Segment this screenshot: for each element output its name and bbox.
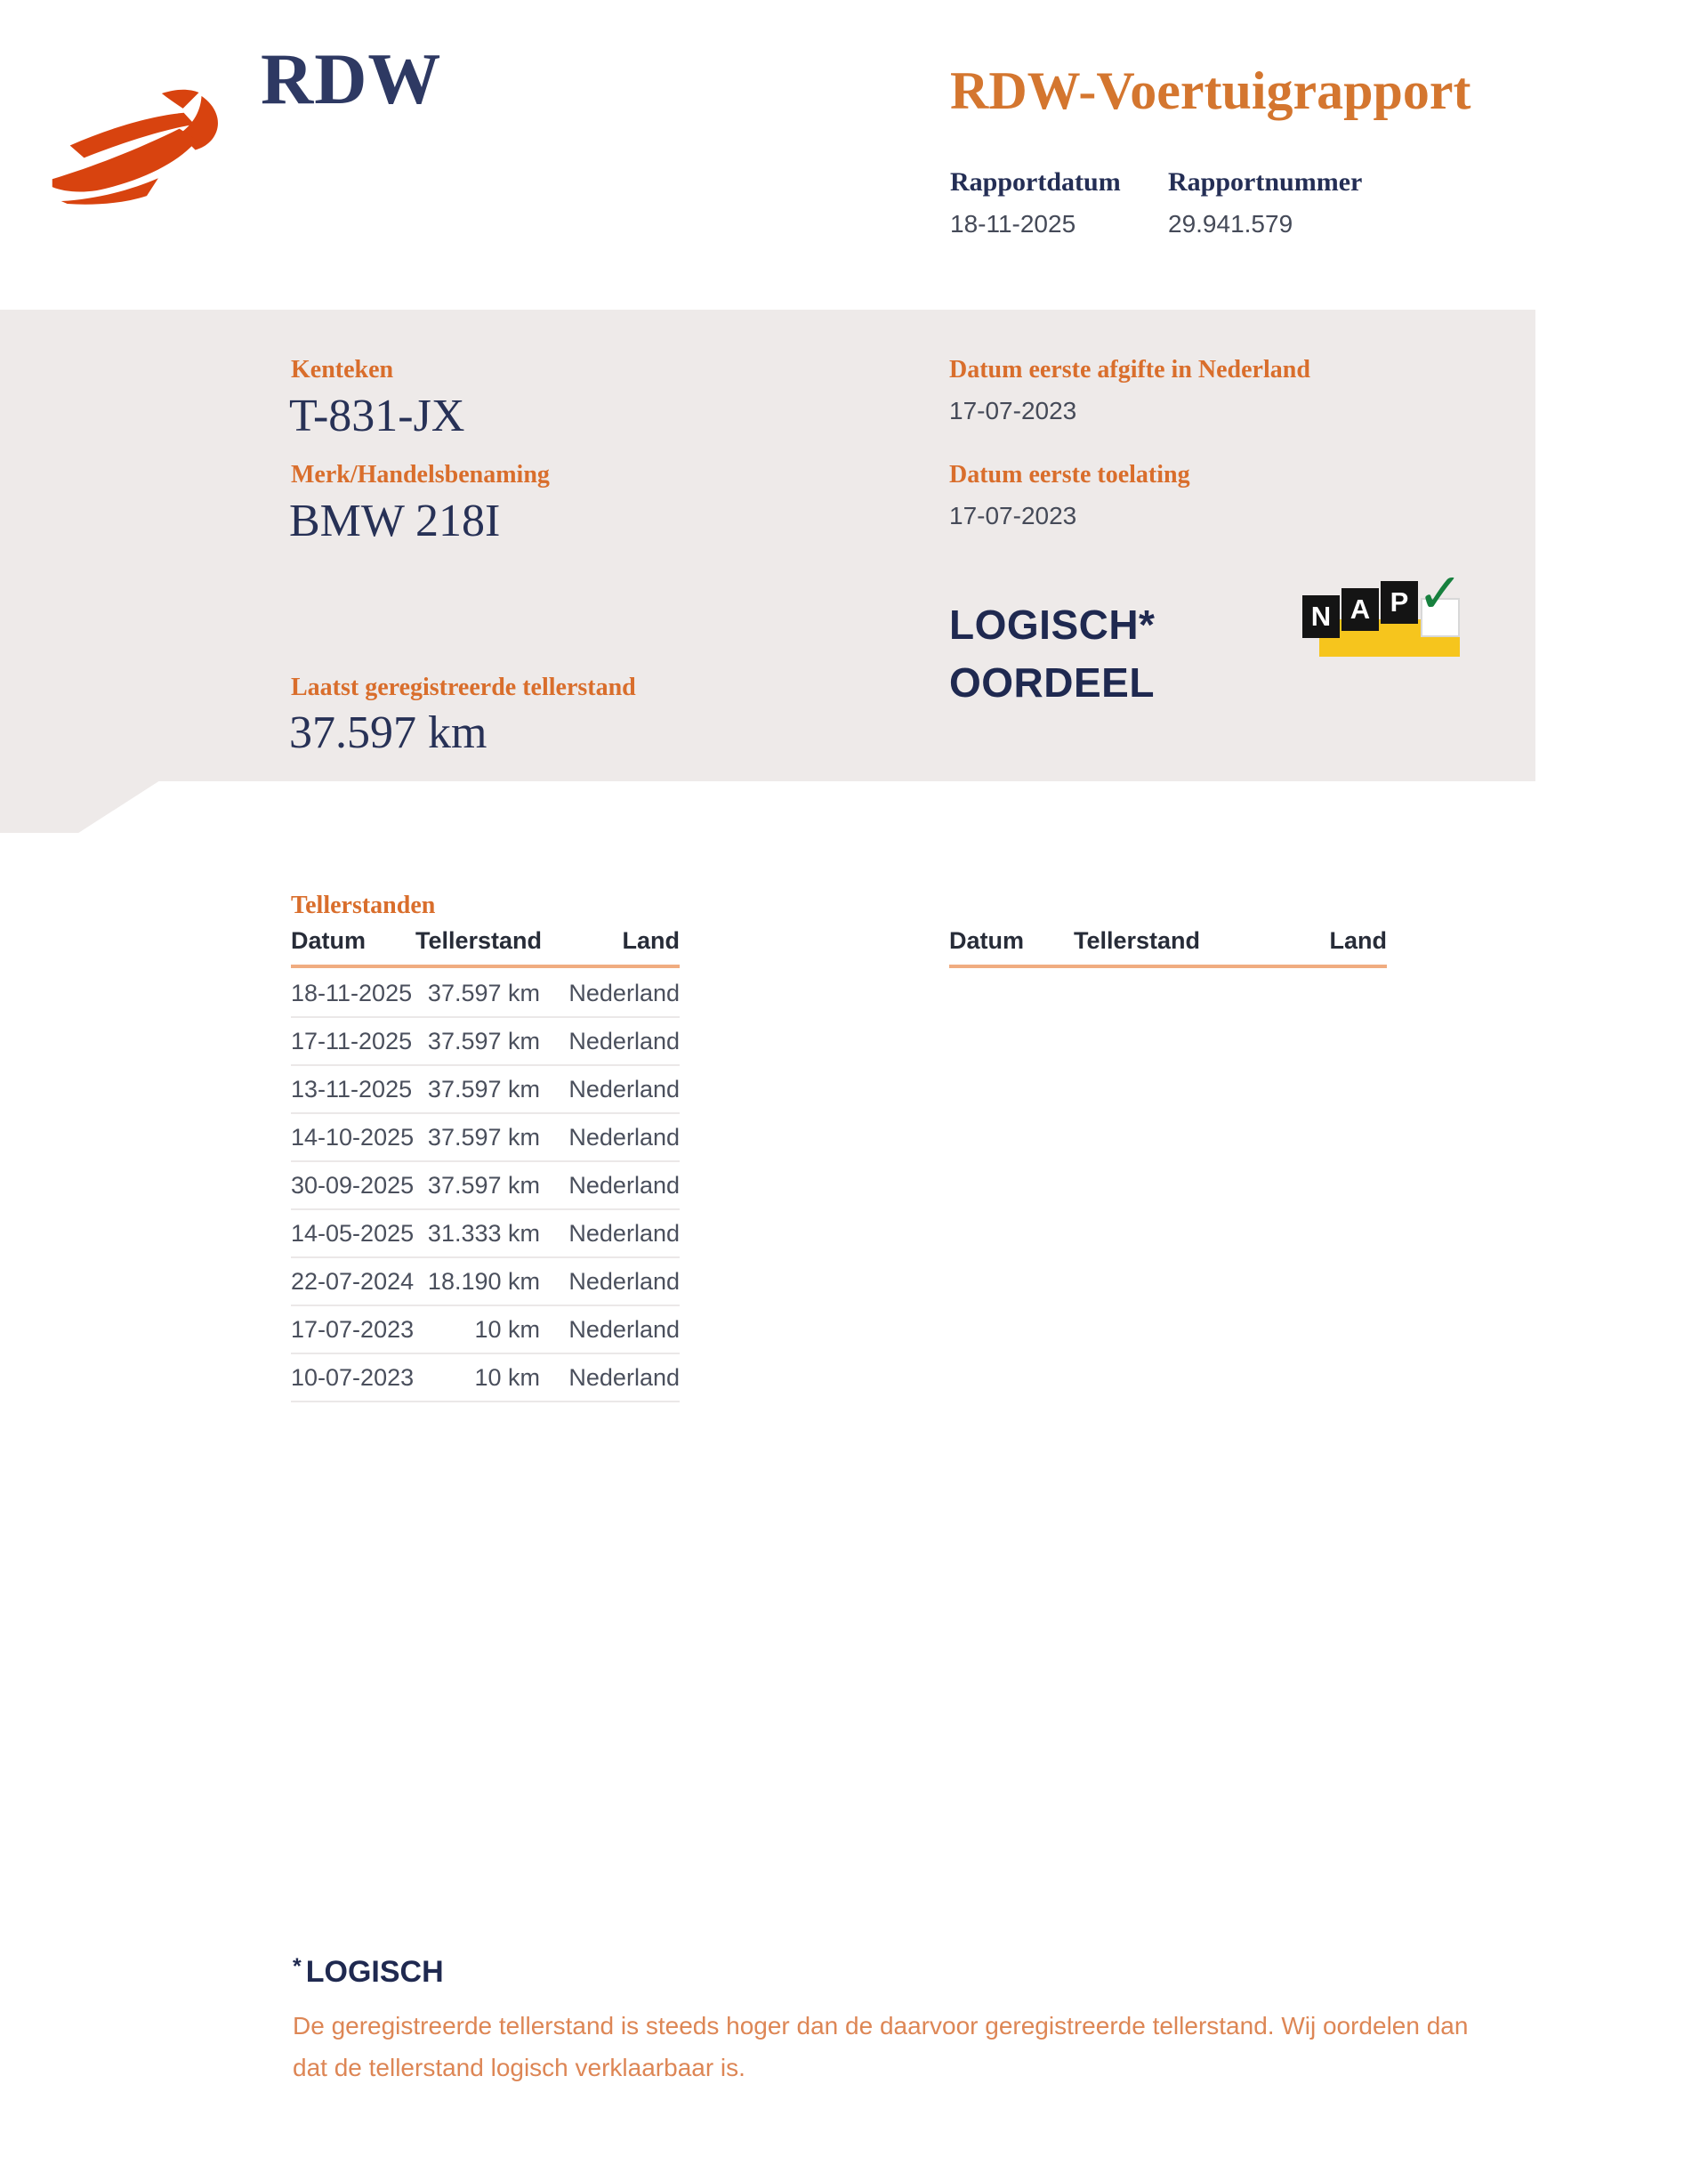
column-header-datum: Datum bbox=[949, 927, 1025, 954]
land-cell: Nederland bbox=[568, 1027, 680, 1054]
datum-cell: 30-09-2025 bbox=[291, 1171, 415, 1199]
footnote-heading-text: LOGISCH bbox=[305, 1955, 444, 1989]
report-number-value: 29.941.579 bbox=[1168, 210, 1293, 238]
merk-value: BMW 218I bbox=[289, 496, 501, 546]
table-row: 18-11-2025 37.597 km Nederland bbox=[291, 970, 680, 1018]
footnote-line: De geregistreerde tellerstand is steeds … bbox=[293, 2012, 1469, 2040]
datum-cell: 14-10-2025 bbox=[291, 1123, 415, 1151]
kenteken-label: Kenteken bbox=[291, 356, 394, 384]
table-row: 30-09-2025 37.597 km Nederland bbox=[291, 1162, 680, 1210]
tellerstand-cell: 31.333 km bbox=[427, 1219, 540, 1247]
datum-cell: 10-07-2023 bbox=[291, 1363, 415, 1391]
table-header-row: Datum Tellerstand Land bbox=[291, 929, 680, 968]
datum-cell: 22-07-2024 bbox=[291, 1267, 415, 1295]
nap-letter-a: A bbox=[1341, 588, 1379, 631]
land-cell: Nederland bbox=[568, 979, 680, 1006]
datum-cell: 13-11-2025 bbox=[291, 1075, 413, 1103]
column-header-tellerstand: Tellerstand bbox=[1074, 927, 1201, 954]
tellerstand-cell: 10 km bbox=[474, 1363, 540, 1391]
laatste-tellerstand-label: Laatst geregistreerde tellerstand bbox=[291, 674, 636, 701]
land-cell: Nederland bbox=[568, 1075, 680, 1103]
table-row: 17-07-2023 10 km Nederland bbox=[291, 1306, 680, 1354]
tellerstand-cell: 37.597 km bbox=[427, 979, 540, 1006]
land-cell: Nederland bbox=[568, 1315, 680, 1343]
footnote-line: dat de tellerstand logisch verklaarbaar … bbox=[293, 2054, 745, 2081]
nap-logo: N A P ✓ bbox=[1301, 567, 1483, 664]
oordeel-line1: LOGISCH* bbox=[949, 602, 1156, 648]
eerste-afgifte-label: Datum eerste afgifte in Nederland bbox=[949, 356, 1310, 384]
footnote-heading: * LOGISCH bbox=[293, 1954, 444, 1990]
page-title: RDW-Voertuigrapport bbox=[950, 61, 1471, 120]
tellerstand-cell: 37.597 km bbox=[427, 1171, 540, 1199]
report-date-label: Rapportdatum bbox=[950, 167, 1121, 197]
kenteken-value: T-831-JX bbox=[289, 391, 465, 441]
rdw-wordmark: RDW bbox=[261, 38, 442, 119]
nap-checkmark-icon: ✓ bbox=[1417, 563, 1463, 625]
column-header-land: Land bbox=[1329, 927, 1388, 954]
vehicle-summary-panel bbox=[0, 310, 1535, 781]
land-cell: Nederland bbox=[568, 1219, 680, 1247]
column-header-tellerstand: Tellerstand bbox=[415, 927, 543, 954]
report-date-block: Rapportdatum 18-11-2025 bbox=[950, 169, 1121, 237]
tellerstand-cell: 37.597 km bbox=[427, 1075, 540, 1103]
report-date-value: 18-11-2025 bbox=[950, 210, 1076, 238]
table-row: 14-10-2025 37.597 km Nederland bbox=[291, 1114, 680, 1162]
datum-cell: 14-05-2025 bbox=[291, 1219, 415, 1247]
laatste-tellerstand-value: 37.597 km bbox=[289, 707, 487, 758]
table-row: 13-11-2025 37.597 km Nederland bbox=[291, 1066, 680, 1114]
vehicle-summary-panel-notch bbox=[0, 780, 160, 833]
oordeel-line2: OORDEEL bbox=[949, 659, 1155, 707]
tellerstanden-table-body: 18-11-2025 37.597 km Nederland 17-11-2025 37… bbox=[291, 970, 680, 1402]
report-number-block: Rapportnummer 29.941.579 bbox=[1168, 169, 1362, 237]
table-row: 14-05-2025 31.333 km Nederland bbox=[291, 1210, 680, 1258]
tellerstand-cell: 37.597 km bbox=[427, 1123, 540, 1151]
rdw-bird-logo-icon bbox=[52, 89, 218, 205]
column-header-land: Land bbox=[622, 927, 681, 954]
tellerstand-cell: 37.597 km bbox=[427, 1027, 540, 1054]
datum-cell: 18-11-2025 bbox=[291, 979, 413, 1006]
tellerstand-cell: 10 km bbox=[474, 1315, 540, 1343]
eerste-toelating-label: Datum eerste toelating bbox=[949, 461, 1190, 489]
datum-cell: 17-07-2023 bbox=[291, 1315, 415, 1343]
asterisk-marker: * bbox=[293, 1954, 302, 1979]
table-row: 17-11-2025 37.597 km Nederland bbox=[291, 1018, 680, 1066]
report-number-label: Rapportnummer bbox=[1168, 167, 1363, 197]
column-header-datum: Datum bbox=[291, 927, 367, 954]
datum-cell: 17-11-2025 bbox=[291, 1027, 413, 1054]
nap-letter-n: N bbox=[1302, 595, 1340, 638]
table-row: 22-07-2024 18.190 km Nederland bbox=[291, 1258, 680, 1306]
land-cell: Nederland bbox=[568, 1123, 680, 1151]
tellerstanden-table: Datum Tellerstand Land 18-11-2025 37.597 … bbox=[291, 929, 680, 1402]
table-header-row: Datum Tellerstand Land bbox=[949, 929, 1387, 968]
land-cell: Nederland bbox=[568, 1267, 680, 1295]
eerste-toelating-value: 17-07-2023 bbox=[949, 502, 1077, 529]
tellerstanden-heading: Tellerstanden bbox=[291, 892, 436, 919]
table-row: 10-07-2023 10 km Nederland bbox=[291, 1354, 680, 1402]
nap-checkbox bbox=[1421, 598, 1460, 637]
nap-letter-p: P bbox=[1381, 581, 1418, 624]
tellerstand-cell: 18.190 km bbox=[427, 1267, 540, 1295]
land-cell: Nederland bbox=[568, 1171, 680, 1199]
footnote-paragraph: De geregistreerde tellerstand is steeds … bbox=[293, 2005, 1645, 2088]
tellerstanden-table-secondary: Datum Tellerstand Land bbox=[949, 929, 1387, 970]
land-cell: Nederland bbox=[568, 1363, 680, 1391]
merk-label: Merk/Handelsbenaming bbox=[291, 461, 550, 489]
oordeel-verdict: LOGISCH* OORDEEL bbox=[949, 596, 1155, 713]
eerste-afgifte-value: 17-07-2023 bbox=[949, 397, 1077, 424]
